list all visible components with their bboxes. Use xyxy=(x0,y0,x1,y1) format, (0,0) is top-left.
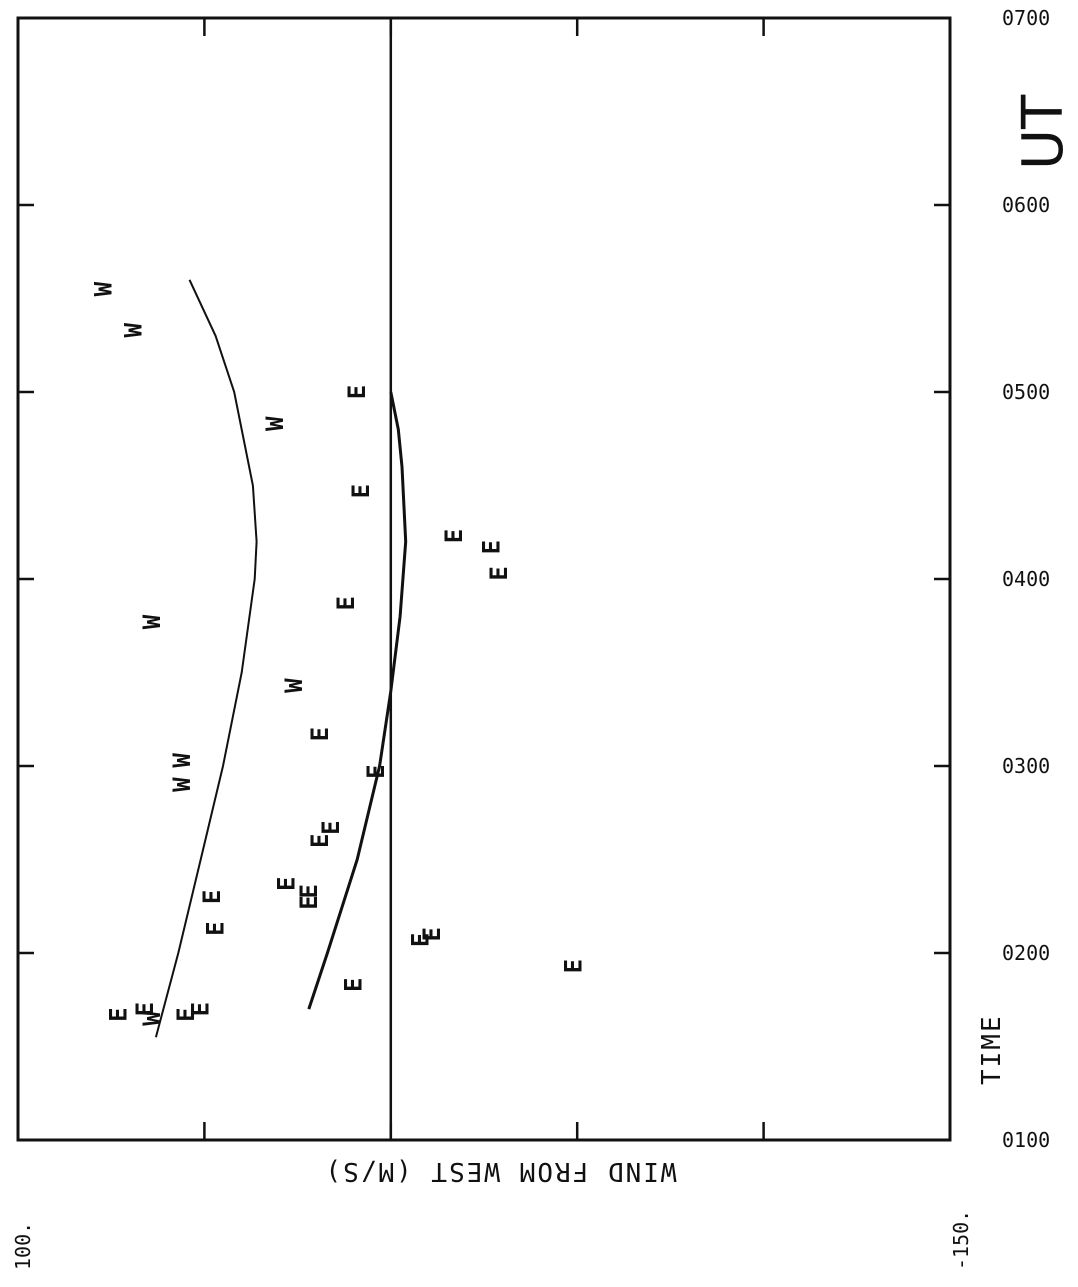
marker-e: E xyxy=(340,978,368,992)
marker-w: W xyxy=(280,678,308,693)
marker-e: E xyxy=(485,566,513,580)
x-axis-unit: UT xyxy=(1011,94,1076,170)
time-tick-label: 0500 xyxy=(1002,380,1050,404)
marker-e: E xyxy=(560,959,588,973)
marker-e: E xyxy=(295,884,323,898)
fit-curve-w-fit xyxy=(154,279,258,1038)
marker-w: W xyxy=(120,323,148,338)
axis-ticks: 0100 0200 0300 0400 0500 0600 0700 100. -150. xyxy=(11,6,1050,1270)
marker-w: W xyxy=(138,1011,166,1026)
x-axis-title: TIME xyxy=(977,1014,1007,1085)
marker-w: W xyxy=(138,614,166,629)
marker-e: E xyxy=(478,540,506,554)
fit-curves xyxy=(154,279,408,1038)
marker-e: E xyxy=(198,890,226,904)
marker-e: E xyxy=(306,727,334,741)
marker-e: E xyxy=(105,1007,133,1021)
marker-e: E xyxy=(295,895,323,909)
time-tick-label: 0600 xyxy=(1002,193,1050,217)
marker-w: W xyxy=(168,753,196,768)
marker-e: E xyxy=(407,933,435,947)
marker-w: W xyxy=(90,281,118,296)
marker-e: E xyxy=(131,1002,159,1016)
marker-e: E xyxy=(172,1007,200,1021)
y-axis-title: WIND FROM WEST (M/S) xyxy=(323,1156,676,1186)
marker-e: E xyxy=(306,834,334,848)
time-tick-label: 0300 xyxy=(1002,754,1050,778)
marker-e: E xyxy=(317,820,345,834)
time-tick-label: 0700 xyxy=(1002,6,1050,30)
marker-e: E xyxy=(187,1002,215,1016)
wind-tick-label-max: 100. xyxy=(11,1222,35,1270)
marker-e: E xyxy=(347,484,375,498)
axis-labels: TIME UT WIND FROM WEST (M/S) xyxy=(323,94,1076,1186)
marker-e: E xyxy=(418,927,446,941)
marker-w: W xyxy=(168,777,196,792)
time-tick-label: 0200 xyxy=(1002,941,1050,965)
marker-e: E xyxy=(332,596,360,610)
marker-e: E xyxy=(440,529,468,543)
time-tick-label: 0100 xyxy=(1002,1128,1050,1152)
fit-curve-e-fit xyxy=(307,391,408,1010)
marker-e: E xyxy=(202,921,230,935)
marker-e: E xyxy=(272,877,300,891)
marker-w: W xyxy=(261,416,289,431)
time-tick-label: 0400 xyxy=(1002,567,1050,591)
marker-e: E xyxy=(343,385,371,399)
marker-e: E xyxy=(362,764,390,778)
wind-tick-label-min: -150. xyxy=(949,1210,973,1270)
